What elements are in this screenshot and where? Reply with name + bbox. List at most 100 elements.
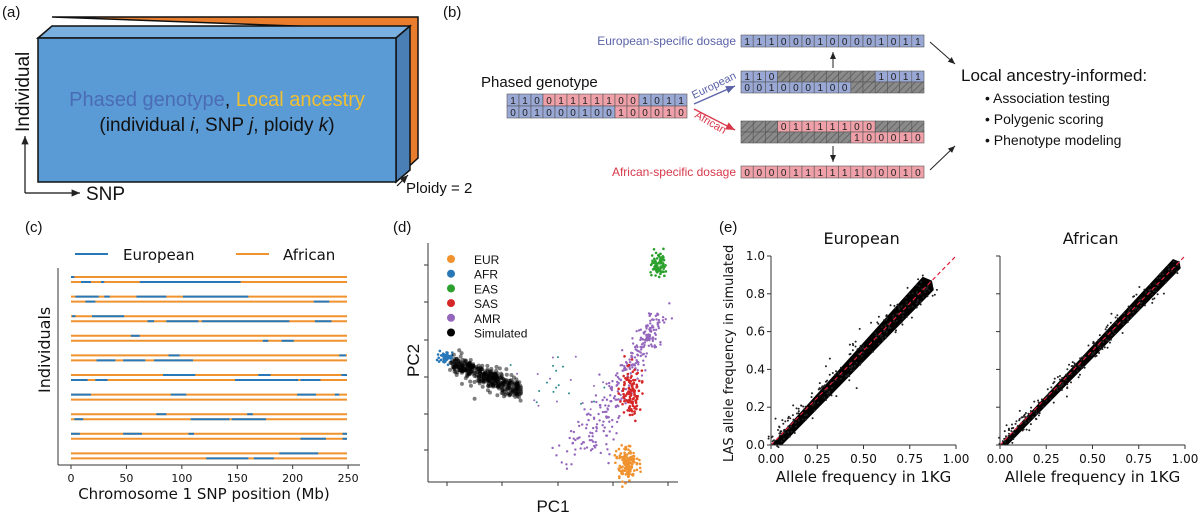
simulated-point <box>450 362 455 367</box>
eur-point <box>635 457 639 460</box>
frequency-point <box>828 373 831 376</box>
african-hap1-cell <box>874 120 888 133</box>
e-x-axis-label: Allele frequency in 1KG <box>776 468 951 486</box>
african-hap1-bit: 1 <box>830 122 836 133</box>
amr-point <box>585 413 589 416</box>
european-hap2-cell <box>850 81 864 94</box>
amr-point <box>585 446 589 449</box>
amr-point <box>594 394 598 397</box>
african-hap1-cell <box>752 120 766 133</box>
simulated-point <box>494 378 499 383</box>
frequency-point <box>1139 304 1142 307</box>
amr-point <box>591 426 595 430</box>
african-dosage-bit: 1 <box>818 168 824 179</box>
simulated-point <box>468 383 473 388</box>
legend-marker-sas <box>447 299 455 308</box>
amr-point <box>565 450 569 453</box>
amr-point <box>664 318 667 321</box>
frequency-point <box>1162 292 1165 295</box>
frequency-point <box>1073 362 1076 365</box>
sas-point <box>629 376 633 379</box>
simulated-point <box>491 376 496 381</box>
frequency-point <box>813 402 816 405</box>
frequency-point <box>792 420 795 423</box>
afr-point <box>443 358 447 362</box>
e-x-tick-label: 0.75 <box>896 452 923 466</box>
subplot-european: European 0.00 0.25 0.50 0.75 1.00 0.0 0.2 0.4 0.6… <box>746 229 969 486</box>
sas-point <box>635 385 639 388</box>
eas-point <box>664 270 668 273</box>
amr-point <box>590 400 594 404</box>
amr-point <box>611 418 614 422</box>
frequency-point <box>892 314 895 317</box>
amr-point <box>604 404 607 407</box>
phased-hap1-bit: 0 <box>618 96 624 107</box>
amr-point <box>623 365 626 368</box>
amr-point <box>607 404 610 408</box>
frequency-point <box>1042 405 1045 408</box>
african-hap2-cell <box>826 131 839 144</box>
frequency-point <box>1140 297 1143 300</box>
eur-point <box>623 457 626 461</box>
simulated-point <box>498 380 503 385</box>
eur-point <box>632 469 636 472</box>
frequency-point <box>835 370 838 373</box>
eur-point <box>621 480 624 483</box>
admixed-point <box>538 390 541 393</box>
amr-point <box>643 344 646 347</box>
amr-point <box>585 423 589 426</box>
frequency-point <box>828 357 831 360</box>
frequency-point <box>1164 281 1167 284</box>
european-dosage-bit: 0 <box>805 37 811 48</box>
legend-marker-eur <box>447 255 455 263</box>
frequency-point <box>1024 411 1027 414</box>
simulated-point <box>459 368 464 373</box>
eur-point <box>615 455 619 459</box>
european-hap1-cell <box>850 70 864 83</box>
amr-point <box>579 447 582 450</box>
cube-top-face <box>35 25 413 39</box>
amr-point <box>614 374 618 377</box>
amr-point <box>588 439 592 442</box>
amr-point <box>645 325 648 329</box>
frequency-point <box>1114 316 1117 319</box>
simulated-point <box>494 375 499 380</box>
frequency-point <box>926 285 929 288</box>
amr-point <box>628 360 632 364</box>
panel-c: (c) European African Individuals 0 50 100 1… <box>25 219 360 503</box>
european-arrow-label: European <box>690 70 738 102</box>
eas-point <box>655 257 659 260</box>
frequency-point <box>1022 420 1025 423</box>
frequency-point <box>1053 377 1056 380</box>
frequency-point <box>832 380 835 383</box>
frequency-point <box>885 318 888 321</box>
simulated-point <box>509 373 514 378</box>
frequency-point <box>849 369 852 372</box>
frequency-point <box>928 289 931 292</box>
amr-point <box>609 394 612 397</box>
c-x-tick-label: 150 <box>227 472 248 485</box>
simulated-point <box>517 395 522 400</box>
frequency-point <box>1056 375 1059 378</box>
frequency-point <box>834 374 837 377</box>
phased-hap1-bit: 1 <box>666 96 672 107</box>
frequency-point <box>1143 288 1146 291</box>
frequency-point <box>1007 427 1010 430</box>
simulated-point <box>459 381 464 386</box>
frequency-point <box>900 321 903 324</box>
frequency-point <box>788 435 791 438</box>
amr-point <box>648 337 652 340</box>
frequency-point <box>862 344 865 347</box>
frequency-point <box>894 331 897 334</box>
frequency-point <box>805 413 808 416</box>
frequency-point <box>787 415 790 418</box>
simulated-point <box>454 356 459 361</box>
amr-point <box>631 366 634 369</box>
amr-point <box>617 416 620 420</box>
simulated-point <box>485 363 490 368</box>
admixed-point <box>581 402 584 405</box>
cube-side-face <box>395 24 411 184</box>
amr-point <box>644 338 647 342</box>
c-x-ticks: 0 50 100 150 200 250 <box>68 465 359 485</box>
european-hap2-bit: 0 <box>744 83 750 94</box>
